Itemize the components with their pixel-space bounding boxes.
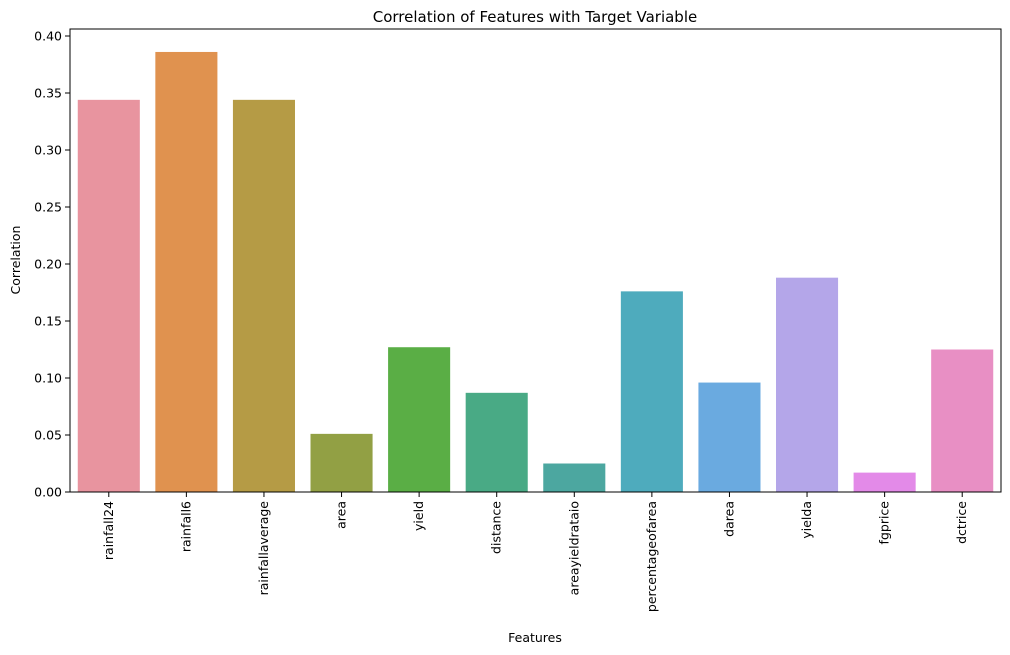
x-tick-label: areayieldrataio xyxy=(566,501,581,595)
bar-percentageofarea xyxy=(620,291,683,492)
y-tick-label: 0.00 xyxy=(34,485,62,500)
y-tick-label: 0.20 xyxy=(34,257,62,272)
y-tick-label: 0.35 xyxy=(34,86,62,101)
bar-darea xyxy=(698,382,761,492)
x-axis-label: Features xyxy=(508,630,562,645)
bar-dctrice xyxy=(931,349,994,492)
x-tick-label: fgprice xyxy=(877,501,892,545)
x-tick-label: area xyxy=(334,501,349,529)
x-tick-label: yield xyxy=(411,501,426,531)
x-tick-label: yielda xyxy=(799,501,814,539)
bar-fgprice xyxy=(853,472,916,492)
chart-title: Correlation of Features with Target Vari… xyxy=(373,8,697,26)
bar-rainfallaverage xyxy=(232,99,295,492)
y-axis-label: Correlation xyxy=(8,226,23,295)
bar-yielda xyxy=(776,277,839,492)
x-axis-ticks: rainfall24 rainfall6 rainfallaverage area yi… xyxy=(101,492,969,612)
y-tick-label: 0.40 xyxy=(34,29,62,44)
y-tick-label: 0.30 xyxy=(34,143,62,158)
y-tick-label: 0.05 xyxy=(34,428,62,443)
x-tick-label: rainfallaverage xyxy=(256,501,271,596)
y-tick-label: 0.15 xyxy=(34,314,62,329)
bars-group xyxy=(77,51,994,493)
bar-areayieldrataio xyxy=(543,463,606,492)
y-tick-label: 0.10 xyxy=(34,371,62,386)
bar-rainfall24 xyxy=(77,99,140,492)
x-tick-label: rainfall6 xyxy=(178,501,193,552)
x-tick-label: percentageofarea xyxy=(644,501,659,612)
y-axis-ticks: 0.00 0.05 0.10 0.15 0.20 0.25 0.30 0.35 0.40 xyxy=(34,29,70,500)
bar-area xyxy=(310,433,373,492)
bar-distance xyxy=(465,392,528,492)
plot-frame xyxy=(69,28,1002,493)
bar-yield xyxy=(388,347,451,492)
x-tick-label: rainfall24 xyxy=(101,501,116,560)
x-tick-label: distance xyxy=(489,501,504,554)
x-tick-label: darea xyxy=(721,501,736,537)
x-tick-label: dctrice xyxy=(954,501,969,544)
y-tick-label: 0.25 xyxy=(34,200,62,215)
bar-rainfall6 xyxy=(155,51,218,493)
